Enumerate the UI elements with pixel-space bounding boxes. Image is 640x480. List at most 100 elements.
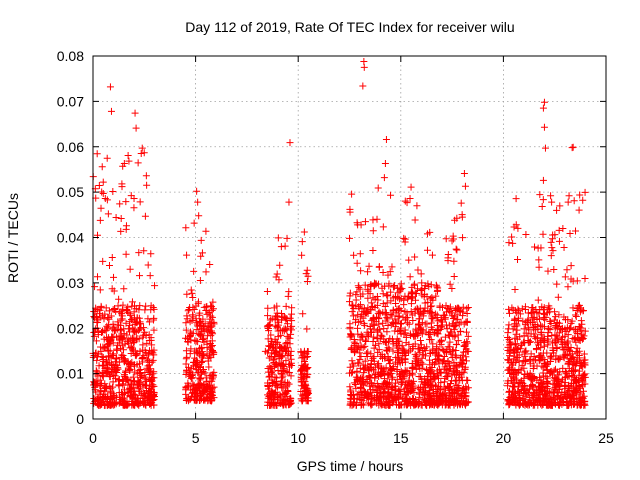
data-point	[300, 349, 308, 357]
data-point	[131, 314, 139, 322]
data-point	[140, 389, 148, 397]
x-tick-label: 25	[598, 430, 614, 446]
data-point	[411, 280, 419, 288]
data-point	[370, 321, 378, 329]
data-point	[129, 391, 137, 399]
data-point	[268, 370, 276, 378]
data-point	[145, 350, 153, 358]
data-point	[186, 395, 194, 403]
data-point	[124, 152, 132, 160]
data-point	[297, 367, 305, 375]
data-point	[126, 265, 134, 273]
data-point	[432, 388, 440, 396]
data-point	[361, 357, 369, 365]
data-point	[265, 385, 273, 393]
data-point	[106, 389, 114, 397]
data-point	[114, 321, 122, 329]
data-point	[142, 332, 150, 340]
data-point	[186, 368, 194, 376]
data-point	[195, 383, 203, 391]
data-point	[93, 356, 101, 364]
data-point	[386, 268, 394, 276]
data-point	[417, 310, 425, 318]
data-point	[209, 298, 217, 306]
data-point	[359, 290, 367, 298]
data-point	[116, 398, 124, 406]
data-point	[146, 272, 154, 280]
data-point	[107, 312, 115, 320]
data-point	[190, 219, 198, 227]
data-point	[303, 372, 311, 380]
data-point	[192, 315, 200, 323]
data-point	[273, 313, 281, 321]
data-point	[274, 234, 282, 242]
data-point	[149, 356, 157, 364]
data-point	[354, 311, 362, 319]
data-point	[282, 357, 290, 365]
data-point	[281, 388, 289, 396]
data-point	[131, 302, 139, 310]
data-point	[286, 352, 294, 360]
data-point	[351, 339, 359, 347]
data-point	[120, 372, 128, 380]
data-point	[389, 373, 397, 381]
data-point	[395, 295, 403, 303]
data-point	[277, 243, 285, 251]
data-point	[410, 332, 418, 340]
data-point	[105, 352, 113, 360]
data-point	[384, 315, 392, 323]
data-point	[107, 393, 115, 401]
data-point	[406, 273, 414, 281]
data-points	[89, 57, 589, 409]
data-point	[274, 321, 282, 329]
data-point	[92, 377, 100, 385]
data-point	[134, 159, 142, 167]
chart-title: Day 112 of 2019, Rate Of TEC Index for r…	[185, 19, 514, 35]
data-point	[390, 363, 398, 371]
data-point	[304, 353, 312, 361]
data-point	[367, 299, 375, 307]
data-point	[265, 393, 273, 401]
data-point	[280, 313, 288, 321]
data-point	[302, 353, 310, 361]
data-point	[150, 396, 158, 404]
data-point	[126, 344, 134, 352]
data-point	[274, 383, 282, 391]
data-point	[149, 349, 157, 357]
data-point	[280, 397, 288, 405]
data-point	[113, 345, 121, 353]
data-point	[347, 369, 355, 377]
data-point	[369, 382, 377, 390]
data-point	[416, 393, 424, 401]
data-point	[264, 391, 272, 399]
data-point	[423, 320, 431, 328]
data-point	[122, 376, 130, 384]
data-point	[109, 383, 117, 391]
data-point	[96, 286, 104, 294]
y-tick-label: 0.02	[57, 320, 84, 336]
data-point	[198, 348, 206, 356]
data-point	[184, 307, 192, 315]
data-point	[383, 328, 391, 336]
data-point	[411, 216, 419, 224]
data-point	[133, 382, 141, 390]
data-point	[92, 349, 100, 357]
data-point	[106, 382, 114, 390]
data-point	[265, 373, 273, 381]
data-point	[115, 399, 123, 407]
y-tick-label: 0.03	[57, 275, 84, 291]
data-point	[207, 343, 215, 351]
x-tick-label: 5	[192, 430, 200, 446]
data-point	[425, 356, 433, 364]
data-point	[195, 362, 203, 370]
data-point	[425, 381, 433, 389]
data-point	[405, 320, 413, 328]
data-point	[352, 291, 360, 299]
data-point	[266, 321, 274, 329]
data-point	[203, 332, 211, 340]
data-point	[199, 368, 207, 376]
data-point	[411, 253, 419, 261]
data-point	[146, 398, 154, 406]
data-point	[143, 381, 151, 389]
data-point	[139, 346, 147, 354]
